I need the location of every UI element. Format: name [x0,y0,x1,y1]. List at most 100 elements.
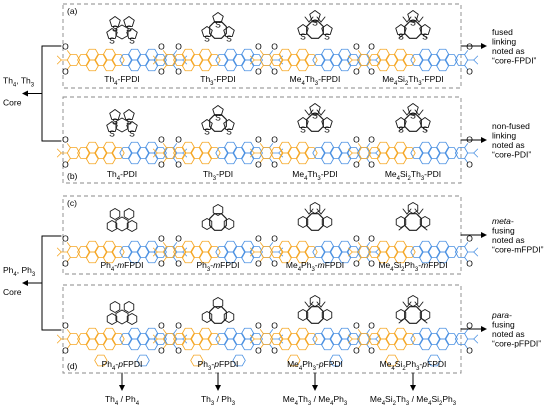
svg-text:O: O [271,159,278,169]
pdi-unit-blue: OO [215,135,284,169]
bottom-core-label: Th3 / Ph3 [201,372,236,406]
note-line: fusing [492,320,515,330]
note-arrow [460,326,487,332]
note-arrow [460,43,487,49]
panel-tag: (d) [67,361,78,371]
note-line: meta- [492,216,514,226]
core-si: SSS [395,10,431,42]
core-ph4 [106,301,138,325]
note-line: linking [492,37,516,47]
panel-tag: (c) [67,198,77,208]
svg-text:S: S [112,24,118,34]
svg-text:O: O [466,345,473,355]
bottom-label: Th3 / Ph3 [201,394,236,406]
note-line: noted as [492,235,525,245]
bottom-label: Me4Si2Th3 / Me4Si2Ph3 [370,394,457,406]
molecule-label: Th4-FPDI [104,74,139,87]
svg-text:O: O [353,135,360,145]
svg-text:S: S [215,20,221,30]
svg-text:O: O [158,159,165,169]
svg-text:O: O [466,159,473,169]
svg-text:O: O [62,234,69,244]
group-bracket-th: Th4, Th3 Core [3,45,62,142]
molecule-label: Me4Si2Th3-PDI [385,169,441,182]
pdi-unit-blue: OO [119,135,188,169]
svg-text:O: O [368,234,375,244]
svg-text:S: S [410,18,416,28]
core-me4th3: SS S [297,10,333,42]
svg-text:O: O [158,258,165,268]
svg-text:S: S [300,125,306,135]
svg-text:S: S [215,113,221,123]
svg-text:O: O [466,66,473,76]
pdi-unit-blue: OO [215,234,284,268]
molecule-label: Me4Ph3-pFPDI [287,359,343,372]
molecule-label: Me4Si2Ph3-mFPDI [378,260,447,273]
molecule-label: Me4Th3-FPDI [290,74,341,87]
panel-tag: (a) [67,6,78,16]
molecule-label: Ph3-mFPDI [196,260,239,273]
molecule-label: Ph3-pFPDI [198,359,239,372]
note-line: para- [491,310,512,320]
note-line: fusing [492,226,515,236]
svg-text:S: S [324,125,330,135]
pdi-unit-blue: OO [312,135,381,169]
pdi-unit-orange: OO [152,234,221,268]
svg-text:O: O [62,135,69,145]
svg-text:O: O [158,345,165,355]
group-label-sub: Core [3,98,22,108]
svg-text:O: O [158,42,165,52]
svg-text:O: O [255,66,262,76]
core-me4ph3 [297,295,333,324]
svg-text:O: O [271,135,278,145]
svg-text:O: O [353,66,360,76]
svg-text:S: S [109,129,115,139]
svg-text:O: O [175,135,182,145]
core-th4: S SS S [106,109,138,139]
group-label: Ph4, Ph3 [3,265,36,278]
svg-text:O: O [368,258,375,268]
panel-tag: (b) [67,171,78,181]
svg-text:O: O [353,321,360,331]
note-line: non-fused [492,121,530,131]
molecule-label: Th3-FPDI [200,74,235,87]
svg-text:O: O [175,159,182,169]
note-line: “core-PDI” [492,150,531,160]
svg-text:S: S [300,32,306,42]
core-si: SSS [395,103,431,135]
svg-text:O: O [175,42,182,52]
svg-text:O: O [353,345,360,355]
pdi-unit-orange: OO [56,135,125,169]
svg-text:S: S [129,129,135,139]
core-siph [395,295,431,324]
pdi-unit-orange: OO [249,135,318,169]
pdi-unit-blue: OO [119,234,188,268]
pdi-unit-blue: OO [215,42,284,76]
note-line: “core-FPDI” [492,56,537,66]
note-line: noted as [492,46,525,56]
svg-text:O: O [368,135,375,145]
bottom-core-label: Th4 / Ph4 [105,372,140,406]
note-line: linking [492,131,516,141]
svg-text:O: O [62,345,69,355]
pdi-unit-blue: OO [119,42,188,76]
bottom-label: Th4 / Ph4 [105,394,140,406]
pdi-unit-orange: OO [347,135,416,169]
pdi-unit-blue: OO [312,234,381,268]
panel-d: (d)OOOOPh4-pFPDIOOOOPh3-pFPDIOOOOMe4Ph3-… [56,284,479,374]
svg-text:O: O [271,42,278,52]
svg-text:O: O [353,159,360,169]
svg-text:O: O [62,159,69,169]
pdi-unit-orange: OO [347,234,416,268]
note-line: noted as [492,140,525,150]
svg-text:O: O [368,345,375,355]
svg-text:O: O [175,66,182,76]
group-label-sub: Core [3,287,22,297]
